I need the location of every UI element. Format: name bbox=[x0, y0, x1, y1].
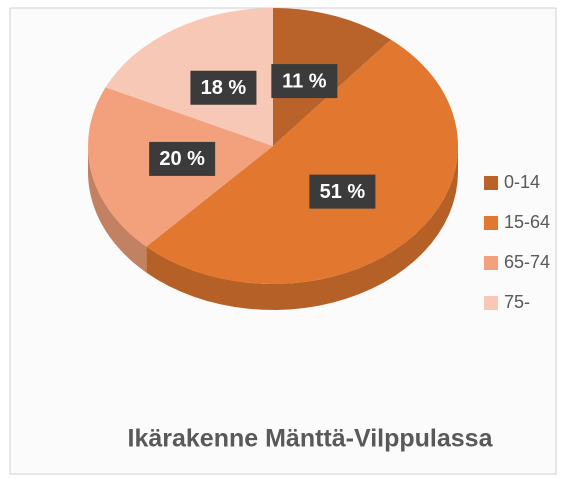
data-label-box bbox=[190, 70, 257, 105]
data-label: 11 % bbox=[282, 70, 327, 92]
data-label-box bbox=[149, 141, 216, 176]
data-label-box bbox=[309, 174, 376, 209]
legend-label: 0-14 bbox=[504, 172, 540, 192]
legend: 0-14 15-64 65-74 75- bbox=[484, 172, 550, 312]
pie: 11 % 51 % 20 % 18 % bbox=[88, 8, 459, 310]
legend-label: 15-64 bbox=[504, 212, 550, 232]
pie-side bbox=[146, 146, 459, 310]
data-label: 20 % bbox=[159, 148, 205, 170]
data-label-box bbox=[271, 64, 338, 99]
data-label: 18 % bbox=[201, 77, 247, 99]
legend-label: 65-74 bbox=[504, 252, 550, 272]
pie-side bbox=[88, 146, 147, 273]
legend-swatch bbox=[484, 256, 498, 270]
pie-slice bbox=[146, 39, 459, 285]
chart-title: Ikärakenne Mänttä-Vilppulassa bbox=[128, 425, 494, 453]
pie-slice bbox=[105, 8, 273, 146]
legend-swatch bbox=[484, 176, 498, 190]
legend-label: 75- bbox=[504, 292, 530, 312]
legend-swatch bbox=[484, 216, 498, 230]
legend-swatch bbox=[484, 296, 498, 310]
data-label: 51 % bbox=[320, 181, 366, 203]
